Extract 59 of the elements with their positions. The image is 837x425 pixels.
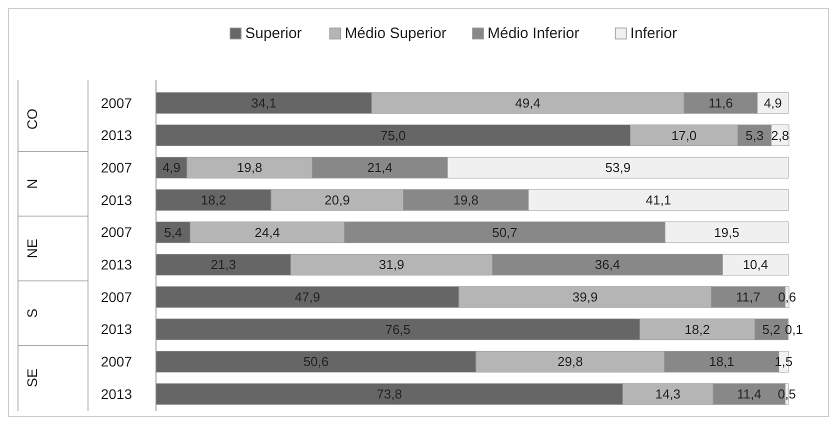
data-label: 4,9 bbox=[162, 160, 181, 176]
y-tick-label: 2007 bbox=[100, 288, 132, 305]
data-label: 0,5 bbox=[778, 386, 796, 402]
data-label: 41,1 bbox=[646, 192, 672, 208]
data-label: 50,7 bbox=[492, 224, 518, 240]
data-label: 53,9 bbox=[605, 160, 631, 176]
y-tick-label: 2013 bbox=[100, 256, 132, 273]
data-label: 18,1 bbox=[708, 354, 734, 370]
legend-label: Inferior bbox=[630, 25, 677, 42]
data-label: 19,8 bbox=[453, 192, 479, 208]
text: S bbox=[24, 308, 40, 318]
data-label: 14,3 bbox=[655, 386, 681, 402]
data-label: 5,4 bbox=[164, 224, 182, 240]
y-tick-label: 2013 bbox=[100, 192, 132, 208]
legend-label: Superior bbox=[245, 25, 302, 42]
data-label: 49,4 bbox=[515, 96, 540, 111]
data-label: 11,6 bbox=[708, 96, 733, 111]
data-label: 0,6 bbox=[778, 290, 796, 305]
data-label: 11,7 bbox=[736, 290, 760, 305]
data-label: 17,0 bbox=[671, 128, 697, 143]
data-label: 75,0 bbox=[380, 128, 406, 143]
data-label: 47,9 bbox=[294, 290, 320, 305]
data-label: 0,1 bbox=[784, 322, 803, 337]
legend-label: Médio Superior bbox=[344, 25, 446, 42]
text: N bbox=[24, 178, 40, 189]
legend-label: Médio Inferior bbox=[488, 25, 580, 42]
y-tick-label: 2013 bbox=[100, 127, 132, 144]
data-label: 39,9 bbox=[572, 290, 598, 305]
y-tick-label: 2007 bbox=[100, 224, 132, 240]
data-label: 11,4 bbox=[736, 386, 762, 402]
data-label: 5,2 bbox=[762, 322, 780, 337]
data-label: 24,4 bbox=[254, 224, 280, 240]
data-label: 4,9 bbox=[764, 96, 782, 111]
data-label: 19,8 bbox=[236, 160, 262, 176]
data-label: 76,5 bbox=[385, 322, 411, 337]
data-label: 18,2 bbox=[200, 192, 226, 208]
data-label: 50,6 bbox=[303, 354, 329, 370]
data-label: 21,4 bbox=[367, 160, 393, 176]
text: CO bbox=[24, 108, 40, 130]
data-label: 18,2 bbox=[684, 322, 710, 337]
data-label: 29,8 bbox=[558, 354, 583, 370]
y-tick-label: 2013 bbox=[100, 386, 132, 402]
data-label: 2,8 bbox=[771, 128, 790, 143]
text: NE bbox=[24, 238, 40, 258]
data-label: 1,5 bbox=[774, 354, 793, 370]
data-label: 31,9 bbox=[378, 257, 404, 272]
y-tick-label: 2007 bbox=[100, 94, 132, 111]
data-label: 10,4 bbox=[742, 257, 768, 272]
y-tick-label: 2013 bbox=[100, 321, 132, 338]
data-label: 73,8 bbox=[376, 386, 402, 402]
data-label: 19,5 bbox=[714, 224, 740, 240]
data-label: 21,3 bbox=[210, 257, 236, 272]
y-tick-label: 2007 bbox=[100, 160, 132, 176]
y-tick-label: 2007 bbox=[100, 354, 132, 370]
data-label: 20,9 bbox=[324, 192, 350, 208]
data-label: 5,3 bbox=[745, 128, 764, 143]
data-label: 36,4 bbox=[594, 257, 620, 272]
data-label: 34,1 bbox=[251, 96, 276, 111]
text: SE bbox=[24, 368, 40, 388]
